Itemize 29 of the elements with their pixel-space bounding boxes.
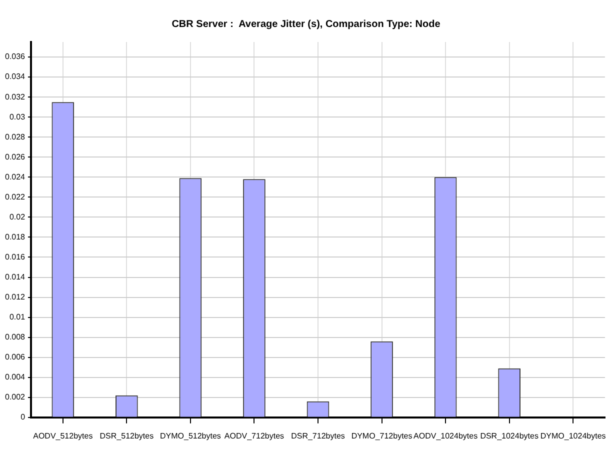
y-tick-label: 0.02 xyxy=(9,212,26,222)
y-tick-label: 0.01 xyxy=(9,312,26,322)
y-tick-label: 0.024 xyxy=(4,172,26,182)
chart-title: CBR Server : Average Jitter (s), Comparison Type: Node xyxy=(172,18,441,30)
y-tick-label: 0.028 xyxy=(4,132,26,142)
x-tick-label: DSR_512bytes xyxy=(100,431,154,440)
x-tick-label: DSR_712bytes xyxy=(291,431,345,440)
y-tick-label: 0.012 xyxy=(4,292,26,302)
y-tick-label: 0.006 xyxy=(4,352,26,362)
x-tick-label: AODV_512bytes xyxy=(33,431,93,440)
y-tick-label: 0.008 xyxy=(4,332,26,342)
y-tick-label: 0.004 xyxy=(4,372,26,382)
x-tick-label: DYMO_712bytes xyxy=(351,431,412,440)
x-tick-label: DSR_1024bytes xyxy=(480,431,538,440)
y-tick-label: 0.002 xyxy=(4,392,26,402)
x-tick-label: AODV_712bytes xyxy=(224,431,284,440)
y-tick-label: 0.034 xyxy=(4,72,26,82)
y-tick-label: 0.014 xyxy=(4,272,26,282)
x-tick-label: DYMO_512bytes xyxy=(160,431,221,440)
y-tick-label: 0.026 xyxy=(4,152,26,162)
x-tick-label: AODV_1024bytes xyxy=(414,431,478,440)
y-tick-label: 0.03 xyxy=(9,112,26,122)
y-tick-label: 0.022 xyxy=(4,192,26,202)
y-tick-label: 0.036 xyxy=(4,52,26,62)
y-tick-label: 0.016 xyxy=(4,252,26,262)
y-tick-label: 0.018 xyxy=(4,232,26,242)
y-tick-label: 0 xyxy=(20,412,26,422)
x-tick-label: DYMO_1024bytes xyxy=(540,431,606,440)
y-tick-label: 0.032 xyxy=(4,92,26,102)
